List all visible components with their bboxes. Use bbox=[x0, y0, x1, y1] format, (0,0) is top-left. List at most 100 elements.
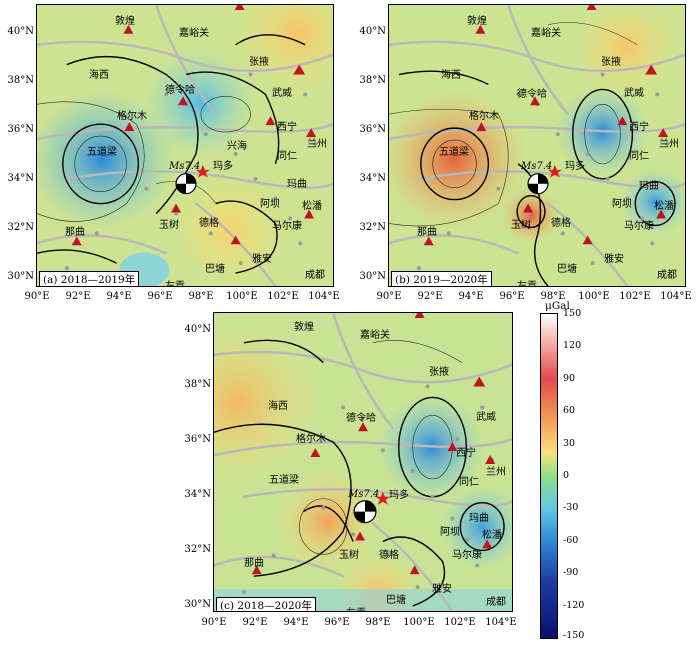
magnitude-label-a: Ms7.4 bbox=[169, 161, 201, 172]
city-dege: 德格 bbox=[379, 550, 399, 561]
colorbar-tick-m60: -60 bbox=[563, 535, 579, 546]
colorbar-tick-m150: -150 bbox=[563, 630, 585, 641]
y-tick-a-32: 32°N bbox=[7, 222, 34, 233]
city-dunhuang: 敦煌 bbox=[294, 322, 314, 333]
x-tick-a-96: 96°E bbox=[147, 291, 173, 302]
y-tick-a-30: 30°N bbox=[7, 271, 34, 282]
colorbar-tick-90: 90 bbox=[563, 373, 576, 384]
map-svg-b bbox=[389, 5, 685, 286]
city-xining: 西宁 bbox=[629, 122, 649, 133]
city-jiayuguan: 嘉峪关 bbox=[360, 330, 390, 341]
city-tongren: 同仁 bbox=[459, 477, 479, 488]
x-tick-a-94: 94°E bbox=[106, 291, 132, 302]
y-tick-c-32: 32°N bbox=[184, 544, 211, 555]
y-tick-a-38: 38°N bbox=[7, 75, 34, 86]
city-yaan: 雅安 bbox=[432, 584, 452, 595]
x-tick-b-90: 90°E bbox=[376, 291, 402, 302]
panel-c: 敦煌 嘉峪关 张掖 海西 德令哈 武威 格尔木 西宁 兰州 五道梁 玛多 同仁 … bbox=[175, 310, 525, 651]
map-area-b: 敦煌 嘉峪关 张掖 海西 德令哈 武威 格尔木 西宁 兰州 五道梁 玛多 同仁 … bbox=[388, 4, 686, 287]
city-chengdu: 成都 bbox=[486, 597, 506, 608]
city-wuwei: 武威 bbox=[624, 88, 644, 99]
city-maqu: 玛曲 bbox=[469, 513, 489, 524]
city-barkam: 马尔康 bbox=[452, 550, 482, 561]
x-tick-b-94: 94°E bbox=[458, 291, 484, 302]
y-tick-c-34: 34°N bbox=[184, 489, 211, 500]
city-yushu: 玉树 bbox=[339, 550, 359, 561]
city-jiayuguan: 嘉峪关 bbox=[179, 28, 209, 39]
colorbar-tick-30: 30 bbox=[563, 438, 576, 449]
city-maqu: 玛曲 bbox=[287, 179, 307, 190]
city-golmud: 格尔木 bbox=[296, 434, 326, 445]
x-tick-a-90: 90°E bbox=[24, 291, 50, 302]
colorbar-tick-m30: -30 bbox=[563, 502, 579, 513]
city-chengdu: 成都 bbox=[305, 270, 325, 281]
city-golmud: 格尔木 bbox=[117, 111, 147, 122]
city-xining: 西宁 bbox=[277, 122, 297, 133]
x-tick-a-98: 98°E bbox=[188, 291, 214, 302]
x-tick-b-92: 92°E bbox=[417, 291, 443, 302]
x-tick-c-92: 92°E bbox=[242, 617, 268, 628]
city-zhangye: 张掖 bbox=[601, 57, 621, 68]
city-nagqu: 那曲 bbox=[65, 227, 85, 238]
epicenter-star-a bbox=[195, 164, 210, 178]
x-tick-c-102: 102°E bbox=[444, 617, 476, 628]
city-zhangye: 张掖 bbox=[249, 57, 269, 68]
city-batang: 巴塘 bbox=[386, 595, 406, 606]
city-haixi: 海西 bbox=[441, 70, 461, 81]
city-chengdu: 成都 bbox=[657, 270, 677, 281]
city-songpan: 松潘 bbox=[482, 530, 502, 541]
colorbar-tick-150: 150 bbox=[563, 308, 582, 319]
city-barkam: 马尔康 bbox=[624, 221, 654, 232]
y-tick-b-36: 36°N bbox=[359, 124, 386, 135]
city-zogang: 左贡 bbox=[517, 281, 537, 287]
city-songpan: 松潘 bbox=[654, 201, 674, 212]
y-tick-b-34: 34°N bbox=[359, 173, 386, 184]
city-haixi: 海西 bbox=[268, 401, 288, 412]
map-area-a: 敦煌 嘉峪关 张掖 海西 德令哈 武威 格尔木 西宁 兰州 五道梁 玛多 兴海 … bbox=[36, 4, 334, 287]
city-wudaoliang: 五道梁 bbox=[439, 147, 469, 158]
city-zhangye: 张掖 bbox=[429, 367, 449, 378]
colorbar-tick-60: 60 bbox=[563, 405, 576, 416]
x-tick-b-102: 102°E bbox=[619, 291, 651, 302]
y-tick-c-30: 30°N bbox=[184, 599, 211, 610]
y-tick-c-38: 38°N bbox=[184, 379, 211, 390]
y-tick-b-40: 40°N bbox=[359, 26, 386, 37]
city-maqu: 玛曲 bbox=[639, 181, 659, 192]
city-nagqu: 那曲 bbox=[417, 227, 437, 238]
city-aba: 阿坝 bbox=[440, 527, 460, 538]
map-svg-a bbox=[37, 5, 333, 286]
city-wuwei: 武威 bbox=[476, 412, 496, 423]
x-tick-c-100: 100°E bbox=[403, 617, 435, 628]
epicenter-star-b bbox=[547, 164, 562, 178]
magnitude-label-c: Ms7.4 bbox=[348, 489, 380, 500]
y-tick-c-36: 36°N bbox=[184, 434, 211, 445]
city-delingha: 德令哈 bbox=[346, 413, 376, 424]
y-tick-a-34: 34°N bbox=[7, 173, 34, 184]
city-yaan: 雅安 bbox=[252, 254, 272, 265]
city-dunhuang: 敦煌 bbox=[115, 16, 135, 27]
city-yaan: 雅安 bbox=[604, 254, 624, 265]
city-wudaoliang: 五道梁 bbox=[269, 475, 299, 486]
city-maduo: 玛多 bbox=[565, 161, 585, 172]
panel-b: 敦煌 嘉峪关 张掖 海西 德令哈 武威 格尔木 西宁 兰州 五道梁 玛多 同仁 … bbox=[350, 0, 700, 310]
city-nagqu: 那曲 bbox=[244, 558, 264, 569]
city-lanzhou: 兰州 bbox=[659, 139, 679, 150]
x-tick-b-104: 104°E bbox=[660, 291, 692, 302]
city-xining: 西宁 bbox=[456, 448, 476, 459]
x-tick-c-104: 104°E bbox=[485, 617, 517, 628]
x-tick-a-102: 102°E bbox=[267, 291, 299, 302]
city-dege: 德格 bbox=[199, 218, 219, 229]
x-tick-a-100: 100°E bbox=[226, 291, 258, 302]
colorbar-tick-120: 120 bbox=[563, 340, 582, 351]
y-tick-b-32: 32°N bbox=[359, 222, 386, 233]
city-wudaoliang: 五道梁 bbox=[87, 147, 117, 158]
y-tick-a-40: 40°N bbox=[7, 26, 34, 37]
city-wuwei: 武威 bbox=[272, 88, 292, 99]
city-tongren: 同仁 bbox=[629, 151, 649, 162]
city-zogang: 左贡 bbox=[346, 604, 366, 611]
city-maduo: 玛多 bbox=[389, 490, 409, 501]
y-tick-a-36: 36°N bbox=[7, 124, 34, 135]
colorbar-unit: μGal bbox=[545, 300, 570, 312]
city-haixi: 海西 bbox=[89, 70, 109, 81]
colorbar-tick-m90: -90 bbox=[563, 567, 579, 578]
